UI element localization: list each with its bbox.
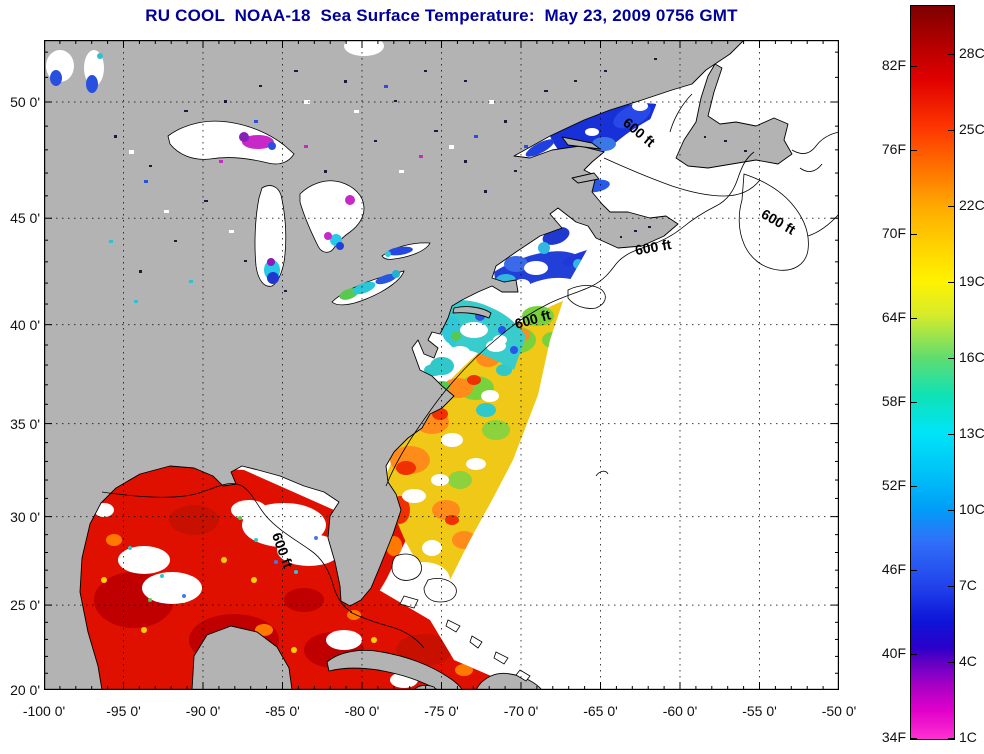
colorbar-tick <box>948 662 954 664</box>
colorbar-label-40f: 40F <box>881 645 906 662</box>
x-tick-label: -85 0' <box>265 703 300 719</box>
bermuda-island <box>595 470 609 477</box>
colorbar-tick <box>948 738 954 740</box>
colorbar-tick <box>911 570 917 571</box>
colorbar-tick <box>911 65 917 67</box>
island-cuba <box>326 649 463 690</box>
prince-edward-island <box>571 172 600 184</box>
plot-border <box>44 40 839 690</box>
x-tick-label: -75 0' <box>424 703 459 719</box>
colorbar-label-46f: 46F <box>881 561 906 577</box>
colorbar-tick <box>911 738 917 740</box>
bathymetry-contours <box>101 93 839 649</box>
x-tick-label: -70 0' <box>503 703 539 719</box>
colorbar-tick <box>948 509 954 511</box>
colorbar-label-76f: 76F <box>881 140 906 157</box>
colorbar-tick <box>948 585 954 587</box>
yucatan-peninsula <box>191 625 293 690</box>
island-newfoundland <box>675 63 793 169</box>
colorbar-label-52f: 52F <box>881 476 906 493</box>
x-tick-label: -60 0' <box>662 703 698 719</box>
colorbar-label-58f: 58F <box>881 392 906 409</box>
graticule-gridlines <box>44 40 839 690</box>
colorbar-tick <box>948 205 954 207</box>
x-tick-label: -95 0' <box>106 703 141 719</box>
colorbar-label-19c: 19C <box>959 272 984 289</box>
colorbar-label-4c: 4C <box>959 653 977 670</box>
colorbar-label-16c: 16C <box>959 348 984 365</box>
island-hispaniola <box>475 672 543 690</box>
y-tick-label: 45 0' <box>10 210 40 227</box>
land-speckles <box>46 40 747 303</box>
colorbar-label-1c: 1C <box>959 729 977 746</box>
colorbar-label-70f: 70F <box>881 224 906 241</box>
y-tick-label: 30 0' <box>10 508 40 525</box>
long-island <box>452 306 492 319</box>
x-tick-label: -100 0' <box>22 703 66 719</box>
bahamas-outlines <box>391 470 609 682</box>
colorbar-label-25c: 25C <box>959 120 984 137</box>
colorbar-tick <box>948 53 954 55</box>
colorbar-tick <box>911 149 917 151</box>
great-lakes <box>167 120 431 306</box>
colorbar-label-34f: 34F <box>881 729 906 746</box>
x-tick-label: -80 0' <box>344 703 380 719</box>
y-tick-label: 50 0' <box>10 94 40 110</box>
colorbar-tick <box>911 654 917 656</box>
contour-label-600ft-2: 600 ft <box>634 236 673 258</box>
colorbar-tick <box>911 317 917 319</box>
y-tick-label: 35 0' <box>10 415 40 432</box>
colorbar-label-64f: 64F <box>881 308 906 325</box>
x-tick-label: -65 0' <box>583 703 618 719</box>
colorbar-tick <box>911 233 917 235</box>
x-tick-label: -55 0' <box>742 703 777 719</box>
colorbar-label-22c: 22C <box>959 196 984 213</box>
x-tick-label: -50 0' <box>821 703 857 719</box>
colorbar-label-82f: 82F <box>881 56 906 73</box>
colorbar-tick <box>948 433 954 435</box>
temperature-colorbar <box>910 5 955 740</box>
y-tick-label: 20 0' <box>10 682 40 698</box>
figure-title: RU COOL NOAA-18 Sea Surface Temperature:… <box>145 6 738 25</box>
lake-superior <box>167 120 295 165</box>
y-tick-label: 25 0' <box>10 597 40 614</box>
colorbar-tick <box>948 129 954 131</box>
x-tick-label: -90 0' <box>185 703 221 719</box>
colorbar-label-10c: 10C <box>959 500 984 517</box>
colorbar-tick <box>948 357 954 359</box>
map-plot-area: 600 ft 600 ft 600 ft 600 ft 600 ft <box>44 40 839 690</box>
colorbar-tick <box>911 401 917 403</box>
colorbar-tick <box>948 281 954 283</box>
colorbar-label-13c: 13C <box>959 424 984 441</box>
colorbar-label-28c: 28C <box>959 44 984 61</box>
colorbar-tick <box>911 485 917 487</box>
colorbar-label-7c: 7C <box>959 576 977 593</box>
lake-sst-patches <box>239 132 413 300</box>
y-tick-label: 40 0' <box>10 316 40 333</box>
